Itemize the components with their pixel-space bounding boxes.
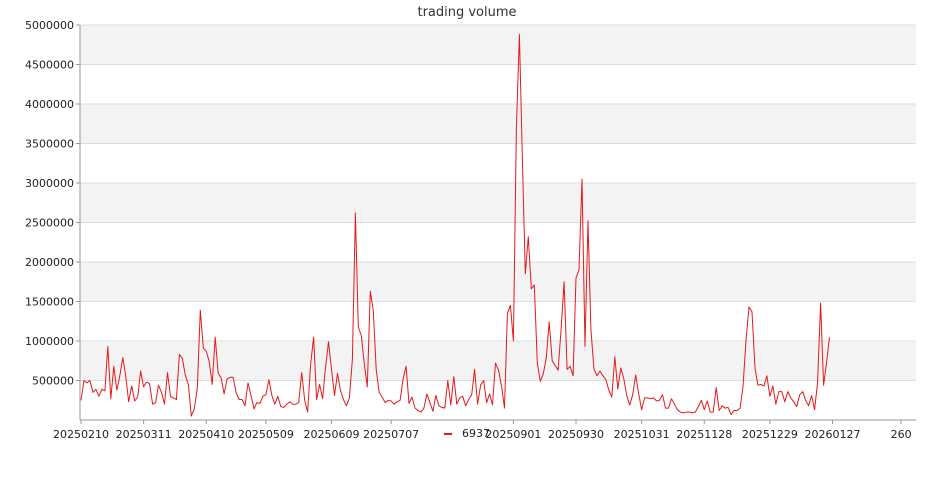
y-tick-label: 500000: [32, 375, 74, 388]
y-axis-tick-labels: 500000 1000000 1500000 2000000 2500000 300000…: [25, 19, 80, 388]
plot-background-bands: [80, 25, 916, 381]
legend: 6937: [444, 427, 490, 440]
x-tick-label: 20251128: [676, 428, 732, 441]
chart-title: trading volume: [417, 5, 516, 20]
gridlines: [80, 24, 916, 381]
x-tick-label: 20250930: [548, 428, 604, 441]
x-tick-label: 20250210: [53, 428, 109, 441]
y-tick-label: 4500000: [25, 59, 74, 72]
x-axis-tick-labels: 20250210 20250311 20250410 20250509 20250609…: [53, 420, 912, 441]
series-line-6937: [80, 34, 830, 417]
y-tick-label: 1000000: [25, 335, 74, 348]
y-tick-label: 3500000: [25, 138, 74, 151]
x-tick-label: 20250901: [485, 428, 541, 441]
x-tick-label: 20260127: [805, 428, 861, 441]
y-tick-label: 5000000: [25, 19, 74, 32]
background-band: [80, 262, 916, 302]
y-tick-label: 2500000: [25, 217, 74, 230]
x-tick-label: 20250509: [238, 428, 294, 441]
x-tick-label: 20250311: [116, 428, 172, 441]
y-tick-label: 3000000: [25, 177, 74, 190]
background-band: [80, 341, 916, 381]
background-band: [80, 183, 916, 223]
background-band: [80, 104, 916, 144]
x-tick-label: 20250707: [363, 428, 419, 441]
series-group: [80, 34, 830, 417]
x-tick-label: 20251031: [614, 428, 670, 441]
y-tick-label: 4000000: [25, 98, 74, 111]
background-band: [80, 25, 916, 65]
y-tick-label: 1500000: [25, 296, 74, 309]
x-tick-label: 20250609: [304, 428, 360, 441]
x-tick-label: 260: [891, 428, 912, 441]
legend-label: 6937: [462, 427, 490, 440]
x-tick-label: 20251229: [742, 428, 798, 441]
x-tick-label: 20250410: [178, 428, 234, 441]
y-tick-label: 2000000: [25, 256, 74, 269]
